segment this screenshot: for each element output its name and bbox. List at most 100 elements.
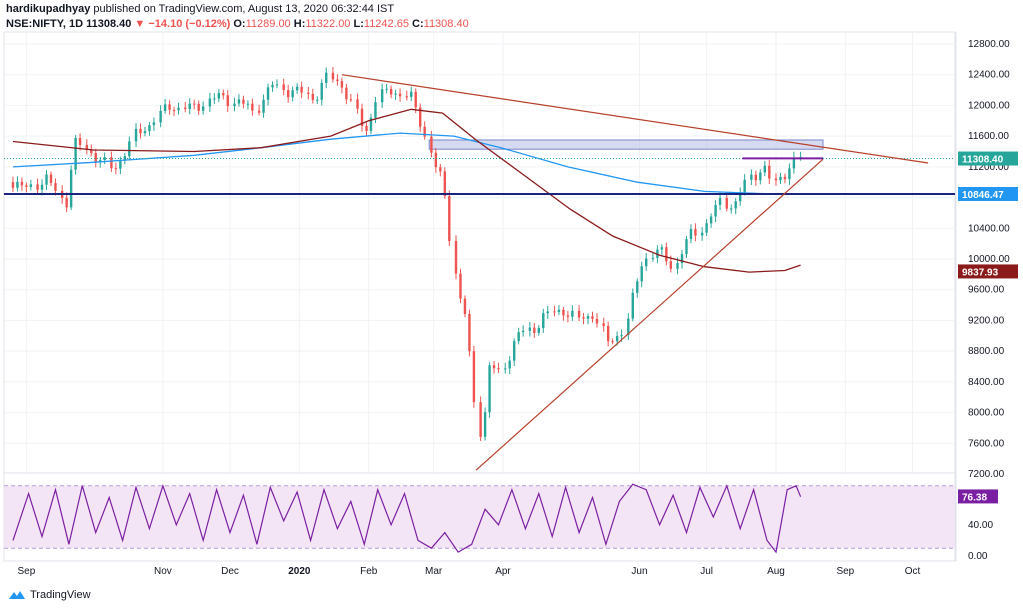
candle-body [497, 368, 500, 370]
publish-line: hardikupadhyay published on TradingView.… [6, 3, 394, 15]
candle-body [193, 103, 196, 105]
candle-body [246, 103, 250, 105]
candle-body [374, 102, 377, 118]
x-tick-label: Feb [360, 566, 378, 577]
candle-body [709, 216, 713, 224]
x-tick-label: Jul [700, 566, 713, 577]
candle-body [349, 99, 353, 101]
x-tick-label: Dec [221, 566, 239, 577]
candle-body [16, 181, 19, 188]
last-price: 11308.40 [86, 18, 132, 30]
candle-body [40, 184, 44, 190]
y-tick-label: 11600.00 [968, 131, 1009, 142]
candle-body [685, 239, 688, 255]
price-chart[interactable]: 12800.00 12400.00 12000.00 11600.00 11200.00… [0, 0, 1023, 585]
candle-body [754, 174, 758, 181]
candle-body [11, 182, 15, 188]
candle-body [251, 103, 254, 111]
candle-body [488, 365, 491, 413]
candle-body [521, 330, 525, 333]
low-label: L: [353, 18, 364, 30]
candle-body [566, 315, 570, 317]
candle-body [85, 144, 88, 150]
y-tick-label: 11200.00 [968, 162, 1009, 173]
candle-body [533, 327, 536, 333]
x-tick-label: Nov [154, 566, 172, 577]
candle-body [291, 90, 294, 98]
candle-body [660, 247, 664, 250]
candle-body [295, 86, 299, 91]
y-tick-label: 7200.00 [968, 469, 1005, 480]
candle-body [49, 174, 53, 184]
candle-body [172, 109, 176, 111]
brand-label: TradingView [30, 589, 91, 601]
trendline-down [341, 74, 929, 164]
candle-body [159, 110, 162, 123]
candle-body [311, 93, 314, 100]
candle-body [730, 208, 733, 210]
high-value: 11322.00 [305, 18, 351, 30]
candle-body [611, 341, 614, 343]
candle-body [512, 341, 516, 361]
candle-body [163, 104, 167, 111]
candle-body [365, 125, 368, 131]
x-tick-label: 2020 [288, 566, 311, 577]
candle-body [508, 360, 511, 369]
candle-body [792, 157, 796, 169]
candle-body [201, 106, 205, 111]
axes: 12800.00 12400.00 12000.00 11600.00 11200.00… [17, 32, 1018, 577]
candle-body [398, 93, 402, 97]
candle-body [669, 261, 673, 269]
x-tick-label: Mar [425, 566, 443, 577]
candle-body [139, 128, 142, 134]
candle-body [651, 257, 655, 259]
candle-body [345, 87, 348, 100]
candle-body [266, 87, 270, 100]
x-tick-label: Oct [905, 566, 921, 577]
y-tick-label: 7600.00 [968, 438, 1005, 449]
low-value: 11242.65 [363, 18, 409, 30]
resistance-zone [428, 139, 824, 150]
candle-body [448, 196, 451, 241]
candle-body [591, 316, 594, 319]
candle-body [331, 72, 335, 80]
tradingview-brand[interactable]: TradingView [8, 589, 91, 601]
y-tick-label: 10000.00 [968, 254, 1010, 265]
candle-body [340, 81, 344, 88]
symbol[interactable]: NSE:NIFTY, 1D [6, 18, 84, 30]
candle-body [680, 254, 684, 264]
candle-body [734, 201, 737, 209]
price-tag-label: 10846.47 [962, 190, 1004, 201]
candle-body [275, 84, 279, 86]
candle-body [233, 103, 236, 107]
candle-body [676, 263, 679, 269]
candle-body [553, 311, 556, 313]
candle-body [110, 157, 113, 169]
candle-body [689, 229, 693, 240]
author-name[interactable]: hardikupadhyay [6, 3, 91, 15]
candle-body [705, 223, 708, 233]
candle-body [307, 92, 310, 94]
x-tick-label: Aug [767, 566, 785, 577]
x-tick-label: Sep [17, 566, 35, 577]
candle-body [788, 168, 791, 180]
candle-body [316, 99, 319, 101]
candle-body [517, 332, 520, 342]
candle-body [479, 402, 482, 437]
candle-body [665, 247, 668, 262]
candle-body [213, 98, 216, 100]
candle-body [492, 365, 496, 369]
candle-body [718, 197, 722, 205]
open-value: 11289.00 [245, 18, 291, 30]
candle-body [380, 89, 384, 103]
candle-body [537, 327, 540, 333]
candle-body [439, 167, 442, 172]
ma-short-line [12, 132, 774, 195]
candle-body [152, 122, 156, 126]
candle-body [434, 152, 438, 168]
candle-body [472, 351, 476, 403]
price-tag [958, 151, 1018, 166]
candle-body [45, 174, 48, 185]
candle-body [504, 368, 507, 370]
candle-body [738, 192, 742, 202]
